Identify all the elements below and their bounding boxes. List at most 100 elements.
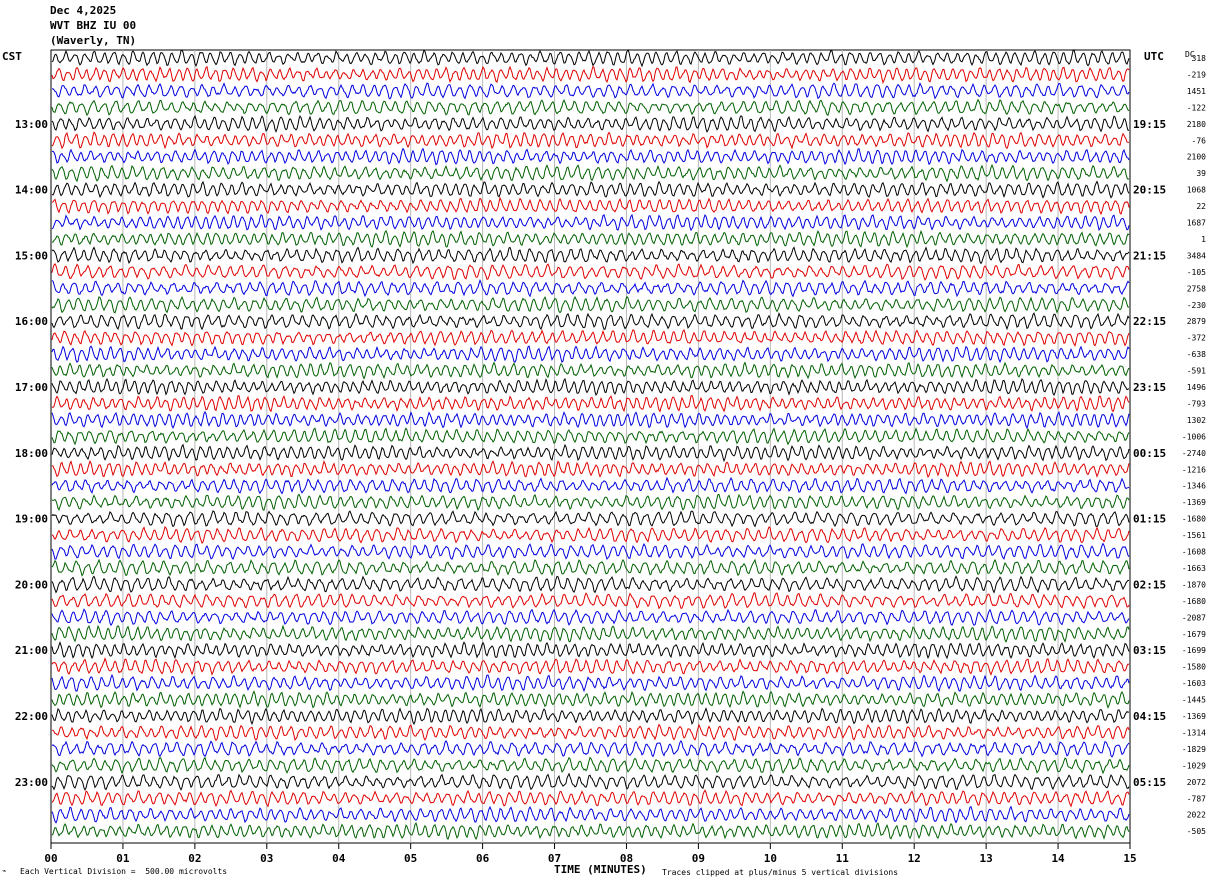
right-timezone-label: UTC [1144,50,1164,63]
seismic-trace-21 [51,377,1130,396]
seismic-trace-6 [51,131,1130,150]
right-hour-label: 23:15 [1133,381,1166,394]
x-tick-label: 15 [1123,852,1136,865]
seismic-trace-3 [51,82,1130,100]
seismic-trace-19 [51,345,1130,364]
left-hour-label: 17:00 [15,381,48,394]
dc-offset-label: -1829 [1182,745,1206,754]
x-tick-label: 07 [548,852,561,865]
x-tick-label: 00 [44,852,57,865]
dc-offset-label: -1663 [1182,564,1206,573]
seismic-trace-1 [51,49,1130,68]
seismic-trace-37 [51,641,1130,660]
x-tick-label: 02 [188,852,201,865]
dc-offset-label: -1561 [1182,531,1206,540]
left-hour-label: 16:00 [15,315,48,328]
dc-offset-label: 1 [1201,235,1206,244]
scale-note: Each Vertical Division = 500.00 microvol… [20,867,228,876]
header-date: Dec 4,2025 [50,4,117,17]
right-hour-label: 05:15 [1133,776,1166,789]
seismic-trace-15 [51,278,1130,298]
dc-offset-label: -1346 [1182,482,1206,491]
left-hour-label: 20:00 [15,578,48,591]
seismic-trace-32 [51,558,1130,577]
right-hour-label: 02:15 [1133,578,1166,591]
x-axis-title: TIME (MINUTES) [554,863,647,876]
x-tick-label: 04 [332,852,346,865]
seismic-trace-17 [51,312,1130,331]
seismic-trace-35 [51,608,1130,627]
dc-offset-label: -1369 [1182,712,1206,721]
dc-offset-label: 2180 [1187,120,1206,129]
dc-offset-label: 2072 [1187,778,1206,787]
dc-offset-label: -1680 [1182,597,1206,606]
right-hour-label: 21:15 [1133,249,1166,262]
dc-offset-label: -122 [1187,103,1206,112]
dc-offset-label: -1608 [1182,548,1206,557]
x-tick-label: 01 [116,852,130,865]
dc-offset-label: 2879 [1187,317,1206,326]
seismic-trace-9 [51,180,1130,199]
seismic-trace-22 [51,394,1130,413]
clip-note: Traces clipped at plus/minus 5 vertical … [662,868,899,877]
seismic-trace-11 [51,213,1130,232]
seismic-trace-47 [51,805,1130,824]
dc-offset-label: -219 [1187,70,1206,79]
seismic-trace-10 [51,196,1130,216]
dc-offset-header: DC [1185,50,1195,59]
x-tick-label: 09 [692,852,705,865]
dc-offset-label: -1679 [1182,630,1206,639]
dc-offset-label: -76 [1192,136,1207,145]
dc-offset-label: 22 [1196,202,1206,211]
seismic-trace-16 [51,295,1130,314]
x-tick-label: 13 [980,852,993,865]
dc-offset-label: 2022 [1187,811,1206,820]
x-tick-label: 10 [764,852,777,865]
seismic-trace-13 [51,246,1130,265]
dc-offset-label: -1603 [1182,679,1206,688]
seismic-trace-44 [51,756,1130,775]
x-tick-label: 11 [836,852,850,865]
seismic-trace-5 [51,114,1129,133]
right-hour-label: 20:15 [1133,184,1166,197]
dc-offset-label: 2758 [1187,284,1206,293]
seismic-trace-45 [51,772,1130,791]
dc-offset-label: -1699 [1182,646,1206,655]
x-tick-label: 03 [260,852,273,865]
seismic-trace-28 [51,493,1130,512]
x-tick-label: 05 [404,852,417,865]
dc-offset-label: 2100 [1187,153,1206,162]
dc-offset-label: -2087 [1182,613,1206,622]
seismic-trace-36 [51,624,1130,643]
x-tick-label: 12 [908,852,921,865]
dc-offset-label: -638 [1187,350,1206,359]
dc-offset-label: 3484 [1187,251,1206,260]
left-hour-label: 23:00 [15,776,48,789]
seismic-trace-20 [51,361,1130,380]
header-location: (Waverly, TN) [50,34,137,47]
seismic-trace-31 [51,542,1130,561]
seismic-trace-30 [51,526,1130,544]
seismic-trace-25 [51,443,1130,463]
right-hour-label: 01:15 [1133,513,1166,526]
dc-offset-label: 318 [1192,54,1207,63]
left-timezone-label: CST [2,50,22,63]
plot-frame [50,49,1131,844]
seismic-trace-40 [51,690,1130,709]
left-hour-label: 21:00 [15,644,48,657]
dc-offset-label: -591 [1187,367,1206,376]
seismic-trace-8 [51,163,1130,183]
left-hour-label: 13:00 [15,118,48,131]
right-hour-label: 00:15 [1133,447,1166,460]
seismic-trace-34 [51,592,1130,610]
seismic-trace-39 [51,673,1130,693]
dc-offset-label: -372 [1187,334,1206,343]
left-hour-label: 19:00 [15,513,48,526]
dc-offset-label: -1029 [1182,761,1206,770]
dc-offset-label: -1006 [1182,432,1206,441]
seismic-trace-38 [51,657,1130,676]
dc-offset-label: -105 [1187,268,1206,277]
dc-offset-label: -505 [1187,827,1206,836]
seismic-trace-42 [52,723,1130,742]
